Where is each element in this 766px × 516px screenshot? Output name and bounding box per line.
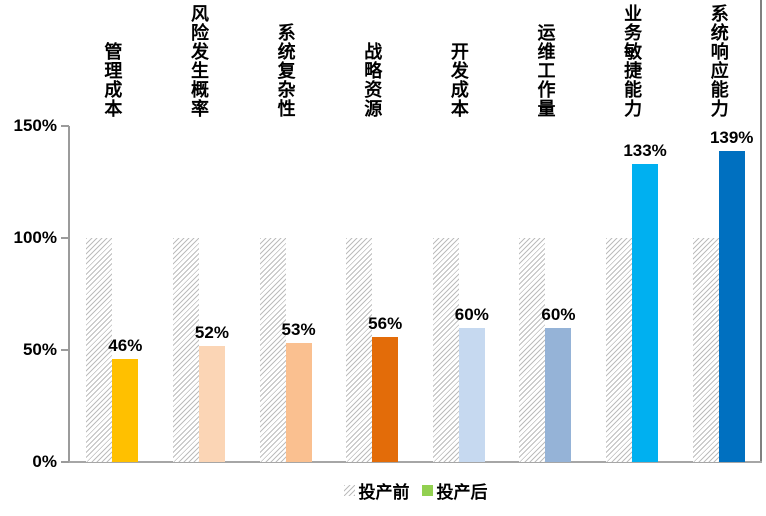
bar-after [372, 336, 399, 462]
y-tick-mark [61, 461, 69, 463]
y-tick-label: 150% [13, 116, 57, 135]
bar-value-label: 60% [454, 304, 489, 324]
chart-legend: 投产前 投产后 [69, 478, 762, 503]
plot-right-border [760, 0, 762, 462]
category-label: 管理成本 [102, 42, 123, 118]
category-label: 开发成本 [448, 42, 469, 118]
legend-item-after: 投产后 [421, 478, 488, 503]
bar-value-label: 133% [623, 141, 667, 161]
bar-after [198, 345, 225, 462]
bar-after [285, 343, 312, 462]
category-label: 运维工作量 [535, 23, 556, 118]
y-tick-label: 100% [13, 228, 57, 247]
category-label: 战略资源 [362, 42, 383, 118]
bar-before [432, 238, 459, 462]
y-tick-mark [61, 237, 69, 239]
y-tick-mark [61, 125, 69, 127]
bar-value-label: 56% [368, 313, 403, 333]
y-axis-line [68, 126, 70, 462]
category-label: 风险发生概率 [188, 4, 209, 118]
x-axis-line [68, 461, 762, 463]
legend-label-before: 投产前 [358, 482, 410, 502]
bar-before [346, 238, 373, 462]
bar-value-label: 53% [281, 320, 316, 340]
category-label: 系统响应能力 [708, 4, 729, 118]
bar-before [172, 238, 199, 462]
bar-value-label: 139% [709, 127, 754, 147]
bar-value-label: 60% [541, 304, 576, 324]
bar-before [692, 238, 719, 462]
bar-before [259, 238, 286, 462]
bar-after [112, 358, 139, 462]
category-label: 系统复杂性 [275, 23, 296, 118]
legend-item-before: 投产前 [343, 478, 410, 503]
category-label: 业务敏捷能力 [622, 4, 643, 118]
bar-before [519, 238, 546, 462]
bar-after [632, 164, 659, 462]
legend-swatch-after-icon [421, 484, 433, 496]
legend-label-after: 投产后 [436, 482, 488, 502]
bar-before [86, 238, 113, 462]
y-tick-label: 50% [22, 340, 57, 359]
bar-value-label: 46% [108, 335, 143, 355]
legend-swatch-before-icon [343, 484, 355, 496]
bar-value-label: 52% [194, 322, 229, 342]
bar-before [606, 238, 633, 462]
y-tick-mark [61, 349, 69, 351]
bar-after [458, 327, 485, 462]
y-tick-label: 0% [32, 452, 57, 471]
bar-after [545, 327, 572, 462]
bar-after [718, 150, 745, 462]
